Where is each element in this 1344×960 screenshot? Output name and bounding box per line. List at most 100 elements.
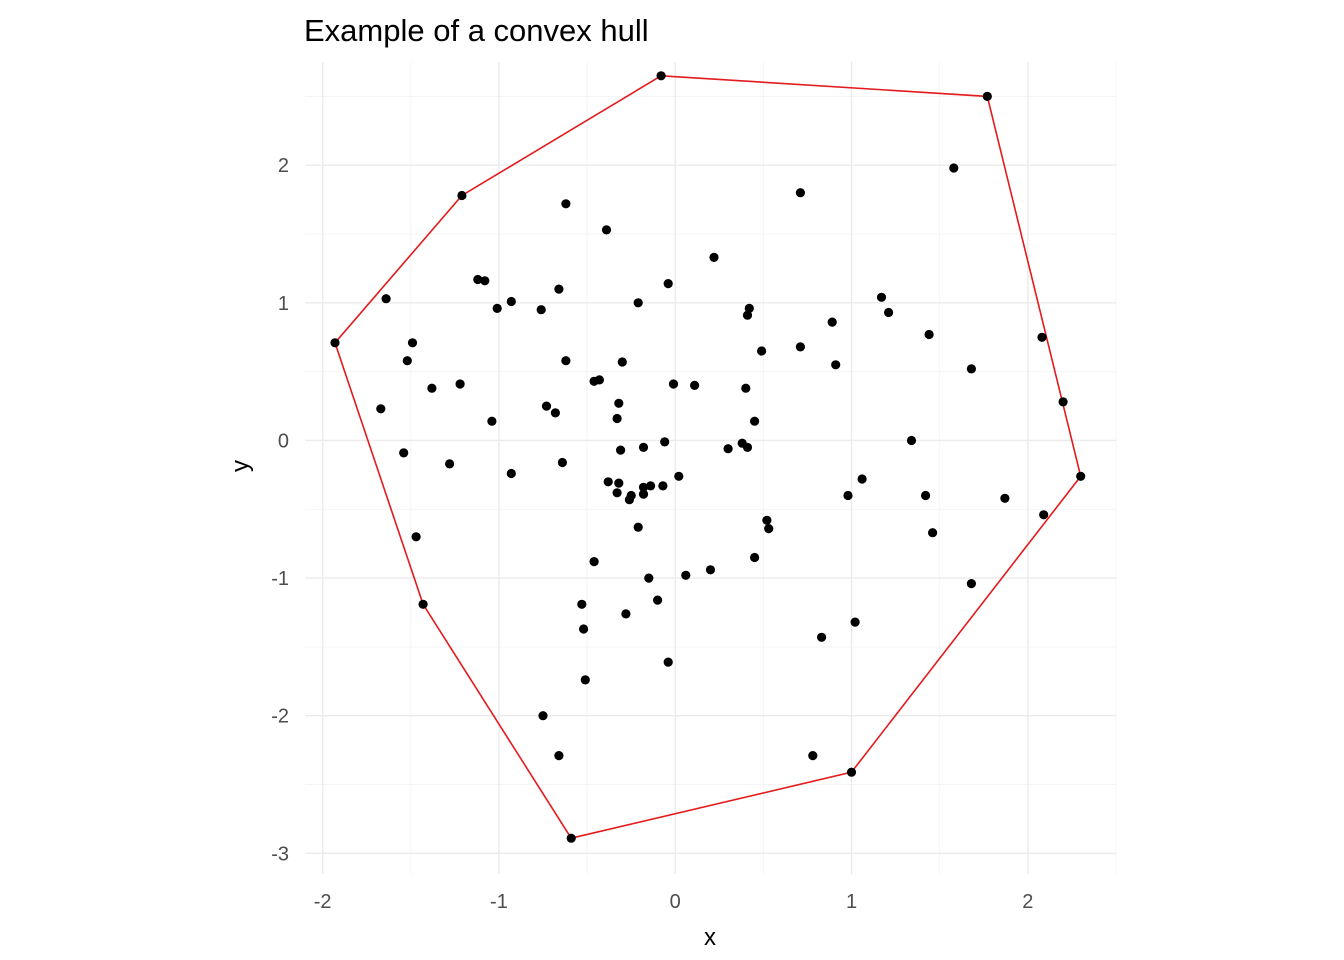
scatter-point	[487, 416, 497, 426]
scatter-point	[621, 609, 631, 619]
scatter-point	[663, 657, 673, 667]
scatter-point	[831, 360, 841, 370]
scatter-point	[554, 284, 564, 294]
scatter-point	[411, 532, 421, 542]
scatter-point	[561, 356, 571, 366]
scatter-point	[921, 490, 931, 501]
scatter-point	[418, 599, 428, 609]
scatter-point	[566, 833, 576, 843]
scatter-point	[795, 342, 806, 352]
scatter-point	[554, 751, 564, 761]
scatter-point	[577, 599, 587, 609]
chart-title: Example of a convex hull	[304, 13, 649, 48]
scatter-point	[928, 528, 938, 538]
scatter-point	[506, 468, 516, 479]
scatter-point	[982, 91, 992, 101]
scatter-point	[857, 474, 867, 484]
scatter-point	[427, 383, 437, 393]
scatter-point	[381, 294, 391, 304]
scatter-point	[646, 481, 656, 491]
x-axis-title: x	[704, 924, 716, 951]
scatter-point	[506, 296, 516, 307]
scatter-point	[633, 298, 643, 308]
scatter-point	[633, 522, 643, 532]
scatter-point	[638, 442, 649, 452]
scatter-point	[557, 457, 568, 468]
x-tick-label: 2	[1022, 891, 1033, 913]
scatter-point	[846, 767, 857, 777]
scatter-point	[1037, 332, 1047, 342]
scatter-point	[614, 478, 624, 488]
scatter-point	[644, 573, 654, 583]
scatter-point	[538, 711, 548, 721]
scatter-point	[906, 435, 917, 446]
scatter-point	[674, 471, 684, 481]
scatter-point	[750, 416, 760, 426]
scatter-point	[817, 632, 827, 642]
scatter-point	[376, 404, 386, 414]
scatter-point	[550, 408, 561, 418]
scatter-point	[660, 437, 670, 447]
scatter-point	[658, 481, 668, 491]
y-tick-label: -2	[271, 706, 289, 728]
scatter-point	[966, 364, 977, 374]
scatter-point	[843, 490, 853, 501]
scatter-point	[624, 495, 635, 505]
scatter-point	[407, 338, 418, 348]
scatter-point	[808, 751, 818, 761]
x-tick-label: -1	[490, 891, 508, 913]
scatter-point	[1000, 493, 1010, 503]
scatter-point	[750, 552, 760, 563]
scatter-point	[492, 303, 502, 313]
scatter-point	[589, 557, 599, 567]
y-tick-label: 2	[278, 155, 289, 177]
scatter-point	[663, 279, 673, 289]
scatter-point	[742, 442, 753, 452]
scatter-point	[656, 71, 666, 81]
scatter-point	[589, 376, 599, 386]
scatter-point	[876, 292, 887, 302]
x-tick-label: 0	[670, 891, 681, 913]
scatter-point	[924, 329, 934, 340]
scatter-point	[614, 398, 624, 408]
scatter-point	[473, 274, 483, 285]
scatter-point	[536, 305, 546, 315]
y-tick-label: -3	[271, 843, 289, 865]
y-tick-label: 1	[278, 293, 289, 315]
scatter-point	[742, 310, 753, 320]
y-tick-label: 0	[278, 430, 289, 452]
scatter-point	[681, 570, 691, 580]
scatter-point	[653, 595, 663, 605]
x-axis-ticks: -2 -1 0 1 2	[314, 891, 1034, 913]
scatter-point	[603, 477, 613, 487]
scatter-point	[330, 338, 340, 348]
scatter-point	[617, 357, 627, 367]
scatter-point	[1058, 397, 1068, 407]
scatter-point	[762, 515, 772, 525]
scatter-point	[795, 188, 806, 198]
scatter-point	[638, 489, 649, 499]
scatter-point	[966, 579, 977, 589]
scatter-point	[399, 448, 409, 458]
scatter-point	[827, 317, 837, 327]
y-tick-label: -1	[271, 568, 289, 590]
scatter-point	[480, 276, 490, 286]
scatter-point	[612, 413, 622, 424]
scatter-point	[1039, 510, 1049, 520]
scatter-point	[690, 380, 700, 390]
scatter-point	[741, 383, 751, 393]
scatter-point	[616, 445, 626, 455]
scatter-point	[764, 524, 774, 534]
plot-grid	[305, 62, 1117, 874]
scatter-point	[445, 459, 455, 469]
scatter-point	[638, 482, 649, 492]
scatter-point	[884, 307, 894, 318]
x-tick-label: -2	[314, 891, 332, 913]
scatter-point	[705, 565, 716, 575]
scatter-point	[668, 379, 679, 389]
scatter-point	[1076, 471, 1086, 481]
scatter-point	[402, 356, 412, 366]
scatter-point	[457, 190, 467, 201]
